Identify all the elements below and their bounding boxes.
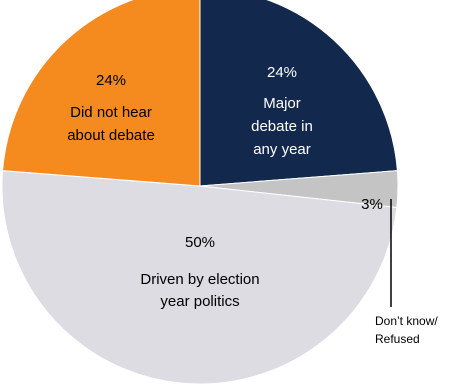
slice-category-label-did-not-hear-about-debate: about debate [67, 127, 155, 144]
slice-category-label-driven-by-election-year-politics: year politics [160, 293, 239, 310]
slice-value-label-driven-by-election-year-politics: 50% [185, 234, 215, 251]
pie-slice-driven-by-election-year-politics [1, 170, 398, 385]
slice-value-label-did-not-hear-about-debate: 24% [96, 72, 126, 89]
slice-category-label-don-t-know-refused: Don’t know/ [375, 314, 438, 328]
slice-category-label-major-debate-in-any-year: Major [263, 95, 301, 112]
slice-value-label-don-t-know-refused: 3% [361, 196, 383, 213]
slice-category-label-major-debate-in-any-year: any year [253, 141, 311, 158]
slice-category-label-driven-by-election-year-politics: Driven by election [140, 271, 259, 288]
pie-slice-major-debate-in-any-year [199, 0, 398, 187]
slice-value-label-major-debate-in-any-year: 24% [267, 64, 297, 81]
slice-category-label-don-t-know-refused: Refused [375, 332, 420, 346]
pie-slice-did-not-hear-about-debate [2, 0, 201, 187]
slice-category-label-did-not-hear-about-debate: Did not hear [70, 104, 152, 121]
slice-category-label-major-debate-in-any-year: debate in [251, 118, 313, 135]
